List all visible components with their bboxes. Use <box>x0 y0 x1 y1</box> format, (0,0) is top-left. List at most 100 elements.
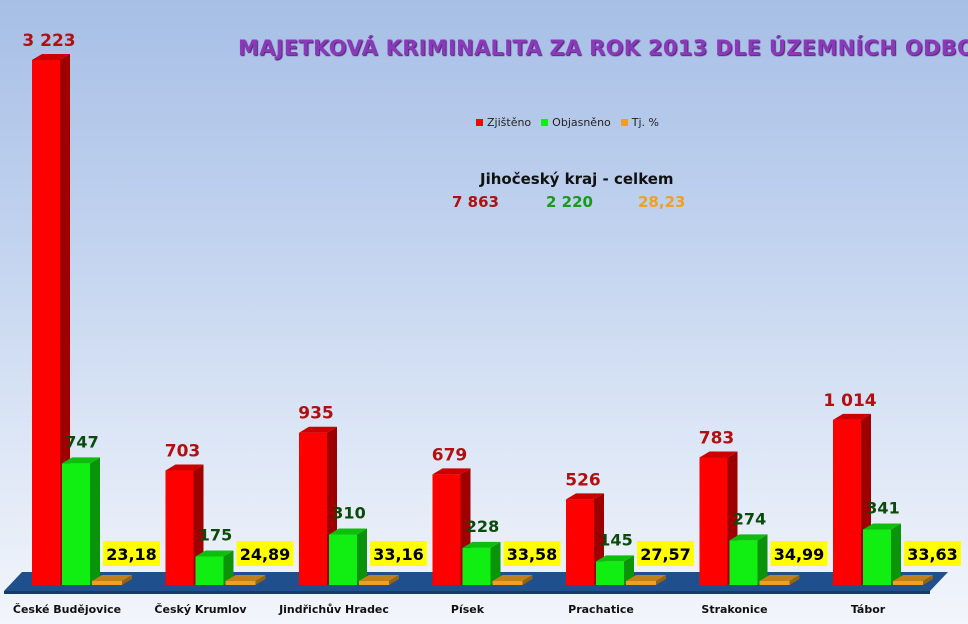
legend-swatch-red <box>476 119 483 126</box>
bar-tj-procent-6-front <box>893 581 923 585</box>
bar-tj-procent-4-front <box>626 581 656 585</box>
bar-zjisteno-4-front <box>566 499 594 585</box>
bar-objasneno-3-side <box>490 541 501 585</box>
label-zjisteno-2: 935 <box>298 404 334 424</box>
category-label-5: Strakonice <box>701 603 767 616</box>
label-tj-procent-5: 34,99 <box>774 545 825 564</box>
legend-swatch-orange <box>620 119 628 126</box>
bar-tj-procent-2-front <box>359 581 389 585</box>
bar-zjisteno-0-side <box>60 54 70 585</box>
label-objasneno-3: 228 <box>466 517 499 536</box>
bar-objasneno-5-front <box>729 540 758 585</box>
bar-objasneno-6-front <box>863 529 891 585</box>
label-tj-procent-0: 23,18 <box>106 545 157 564</box>
category-label-0: České Budějovice <box>13 603 121 616</box>
category-label-2: Jindřichův Hradec <box>278 603 389 616</box>
legend-item-tj-procent: Tj. % <box>620 116 659 129</box>
bar-objasneno-5-top <box>729 534 768 541</box>
bar-zjisteno-1-top <box>165 464 204 471</box>
bar-zjisteno-0-top <box>32 54 70 60</box>
bar-tj-procent-2-side <box>389 575 399 585</box>
category-label-1: Český Krumlov <box>154 603 247 616</box>
label-bg-tj-procent-4 <box>637 541 694 566</box>
bar-objasneno-6-top <box>863 523 901 530</box>
summary-objasneno: 2 220 <box>546 193 593 211</box>
summary-title: Jihočeský kraj - celkem <box>480 170 674 188</box>
label-bg-tj-procent-2 <box>370 541 427 566</box>
legend-label-objasneno: Objasněno <box>552 116 611 129</box>
bar-objasneno-3-front <box>462 547 491 585</box>
bar-objasneno-2-side <box>357 528 367 585</box>
summary-zjisteno: 7 863 <box>452 193 499 211</box>
bar-objasneno-2-top <box>329 528 367 535</box>
bar-zjisteno-2-top <box>299 426 337 433</box>
label-bg-tj-procent-0 <box>103 541 160 566</box>
label-objasneno-4: 145 <box>599 530 632 549</box>
bar-tj-procent-1-top <box>225 575 266 581</box>
summary-procento: 28,23 <box>638 193 686 211</box>
label-objasneno-0: 747 <box>65 432 98 451</box>
label-bg-tj-procent-3 <box>503 541 561 566</box>
bar-objasneno-0-top <box>62 457 100 464</box>
bar-tj-procent-5-side <box>789 575 800 585</box>
bar-objasneno-4-front <box>596 561 624 585</box>
bar-tj-procent-1-front <box>225 581 256 585</box>
bar-tj-procent-5-top <box>759 575 800 581</box>
category-label-4: Prachatice <box>568 603 634 616</box>
bar-objasneno-5-side <box>757 534 768 585</box>
bar-objasneno-4-top <box>596 555 634 562</box>
bar-tj-procent-3-front <box>492 581 523 585</box>
label-bg-tj-procent-6 <box>904 541 961 566</box>
label-zjisteno-4: 526 <box>565 470 601 490</box>
chart-floor-edge <box>4 591 930 594</box>
label-zjisteno-6: 1 014 <box>823 391 876 411</box>
category-label-3: Písek <box>451 603 485 616</box>
bar-zjisteno-3-top <box>432 468 471 475</box>
legend-item-objasneno: Objasněno <box>541 116 611 129</box>
bar-zjisteno-6-top <box>833 413 871 420</box>
bar-tj-procent-0-front <box>92 581 122 585</box>
bar-tj-procent-4-top <box>626 575 666 581</box>
bar-objasneno-1-top <box>195 550 234 557</box>
bar-zjisteno-4-top <box>566 493 604 500</box>
label-zjisteno-1: 703 <box>165 441 201 461</box>
bar-tj-procent-6-side <box>923 575 933 585</box>
label-objasneno-2: 310 <box>332 504 365 523</box>
label-tj-procent-3: 33,58 <box>507 545 558 564</box>
bar-tj-procent-6-top <box>893 575 933 581</box>
bar-zjisteno-0-front <box>32 60 60 585</box>
label-tj-procent-1: 24,89 <box>240 545 291 564</box>
label-bg-tj-procent-5 <box>770 541 828 566</box>
bar-zjisteno-5-front <box>699 457 728 585</box>
bar-tj-procent-2-top <box>359 575 399 581</box>
bar-tj-procent-1-side <box>255 575 266 585</box>
label-objasneno-6: 341 <box>866 498 899 517</box>
bar-tj-procent-4-side <box>656 575 666 585</box>
bar-zjisteno-5-top <box>699 451 738 458</box>
bar-tj-procent-3-side <box>522 575 533 585</box>
legend-item-zjisteno: Zjištěno <box>476 116 531 129</box>
bar-objasneno-0-front <box>62 463 90 585</box>
label-tj-procent-6: 33,63 <box>907 545 958 564</box>
bar-tj-procent-0-top <box>92 575 132 581</box>
label-objasneno-5: 274 <box>733 509 766 528</box>
bar-objasneno-1-front <box>195 556 224 585</box>
bar-objasneno-4-side <box>624 555 634 585</box>
label-tj-procent-4: 27,57 <box>640 545 691 564</box>
bar-tj-procent-0-side <box>122 575 132 585</box>
bar-zjisteno-3-front <box>432 474 461 585</box>
chart-title: MAJETKOVÁ KRIMINALITA ZA ROK 2013 DLE ÚZ… <box>238 36 968 60</box>
bar-objasneno-0-side <box>90 457 100 585</box>
label-tj-procent-2: 33,16 <box>373 545 424 564</box>
bar-tj-procent-5-front <box>759 581 790 585</box>
label-bg-tj-procent-1 <box>236 541 294 566</box>
legend-swatch-green <box>541 119 549 126</box>
bar-zjisteno-2-front <box>299 432 327 585</box>
bar-objasneno-3-top <box>462 541 501 548</box>
legend: Zjištěno Objasněno Tj. % <box>476 116 659 129</box>
bar-zjisteno-6-front <box>833 419 861 585</box>
bar-zjisteno-1-front <box>165 470 194 585</box>
legend-label-zjisteno: Zjištěno <box>487 116 532 129</box>
